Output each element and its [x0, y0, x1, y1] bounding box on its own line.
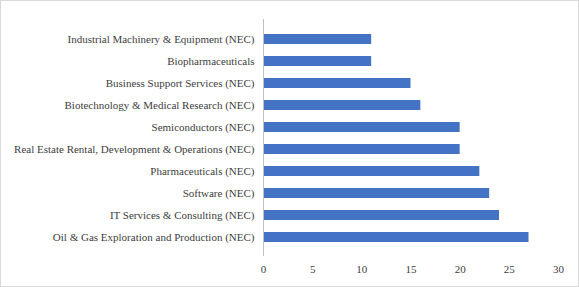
- svg-text:10: 10: [356, 263, 368, 275]
- svg-text:Semiconductors (NEC): Semiconductors (NEC): [152, 121, 255, 134]
- svg-text:Business Support Services (NEC: Business Support Services (NEC): [106, 77, 255, 90]
- svg-text:Biopharmaceuticals: Biopharmaceuticals: [167, 55, 254, 67]
- svg-text:Real Estate Rental, Developmen: Real Estate Rental, Development & Operat…: [14, 143, 255, 156]
- svg-text:IT Services & Consulting (NEC): IT Services & Consulting (NEC): [110, 209, 255, 222]
- svg-text:Industrial Machinery & Equipme: Industrial Machinery & Equipment (NEC): [68, 33, 255, 46]
- svg-text:Oil & Gas Exploration and Prod: Oil & Gas Exploration and Production (NE…: [53, 231, 255, 244]
- svg-text:Software (NEC): Software (NEC): [183, 187, 255, 200]
- svg-text:Pharmaceuticals (NEC): Pharmaceuticals (NEC): [150, 165, 254, 178]
- svg-text:30: 30: [553, 263, 565, 275]
- svg-text:20: 20: [455, 263, 467, 275]
- svg-text:25: 25: [504, 263, 516, 275]
- svg-text:Biotechnology & Medical Resear: Biotechnology & Medical Research (NEC): [64, 99, 254, 112]
- svg-text:15: 15: [406, 263, 418, 275]
- svg-text:5: 5: [310, 263, 316, 275]
- svg-text:0: 0: [261, 263, 267, 275]
